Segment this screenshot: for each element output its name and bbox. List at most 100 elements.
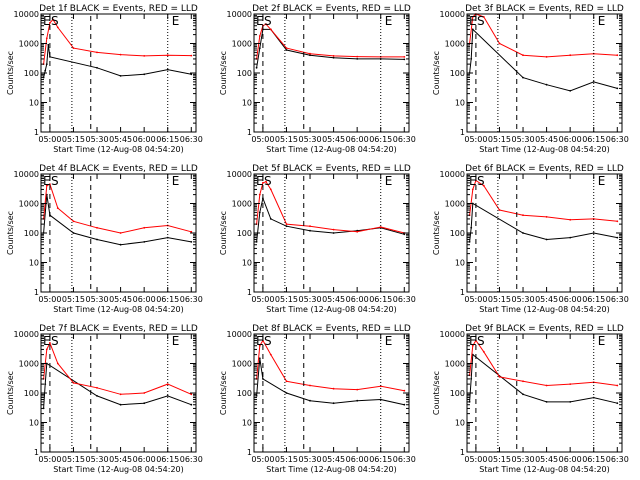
plot-frame — [253, 333, 410, 453]
x-tick-label: 05:45 — [322, 295, 345, 304]
region-marker: E — [256, 334, 264, 348]
lld-point — [45, 184, 48, 187]
lld-point — [285, 223, 288, 226]
x-tick-label: 06:30 — [393, 455, 416, 464]
region-marker: E — [43, 174, 51, 188]
region-marker: S — [51, 14, 59, 28]
events-point — [47, 43, 50, 46]
lld-point — [356, 55, 359, 58]
region-marker: E — [256, 174, 264, 188]
x-tick-label: 06:00 — [133, 135, 156, 144]
y-tick-label: 1 — [247, 448, 252, 457]
lld-point — [498, 376, 501, 378]
y-tick-label: 10 — [455, 99, 465, 108]
events-point — [403, 58, 406, 61]
events-point — [616, 87, 619, 90]
x-tick-label: 06:15 — [156, 295, 179, 304]
y-tick-label: 100 — [450, 229, 465, 238]
region-marker: E — [385, 14, 393, 28]
y-tick-label: 1 — [460, 288, 465, 297]
x-axis-label: Start Time (12-Aug-08 04:54:20) — [53, 305, 184, 314]
events-point — [119, 243, 122, 246]
lld-point — [356, 230, 359, 233]
panel-title: Det 7f BLACK = Events, RED = LLD — [39, 324, 198, 334]
lld-line — [43, 18, 192, 65]
events-point — [96, 395, 98, 397]
x-tick-label: 06:00 — [346, 135, 369, 144]
events-point — [258, 357, 261, 360]
x-tick-label: 05:30 — [85, 135, 108, 144]
lld-point — [471, 344, 474, 347]
events-point — [72, 232, 75, 234]
lld-point — [49, 183, 51, 186]
x-tick-label: 06:30 — [180, 455, 203, 464]
lld-line — [43, 183, 192, 234]
lld-line — [469, 339, 618, 387]
y-tick-label: 1 — [460, 128, 465, 137]
x-tick-label: 05:45 — [322, 135, 345, 144]
events-point — [44, 69, 47, 72]
lld-line — [256, 181, 405, 234]
x-tick-label: 05:15 — [62, 455, 85, 464]
events-point — [403, 403, 406, 406]
lld-point — [482, 350, 485, 353]
events-point — [269, 218, 272, 220]
lld-point — [72, 382, 75, 384]
lld-point — [190, 393, 193, 396]
x-tick-label: 05:15 — [62, 135, 85, 144]
lld-point — [265, 23, 267, 26]
y-tick-label: 10000 — [14, 170, 39, 179]
lld-line — [469, 13, 618, 58]
lld-point — [403, 389, 406, 392]
x-tick-label: 05:15 — [488, 455, 511, 464]
lld-point — [379, 226, 382, 228]
lld-point — [143, 226, 146, 229]
lld-point — [96, 386, 98, 389]
y-tick-label: 1000 — [445, 200, 465, 209]
x-tick-label: 06:15 — [369, 295, 392, 304]
y-axis-label: Counts/sec — [219, 211, 228, 255]
x-tick-label: 06:15 — [582, 135, 605, 144]
x-tick-label: 05:15 — [488, 295, 511, 304]
events-point — [143, 241, 146, 243]
region-marker: E — [598, 14, 606, 28]
x-tick-label: 05:00 — [251, 135, 274, 144]
lld-point — [56, 26, 59, 29]
lld-point — [96, 51, 98, 54]
events-point — [522, 232, 524, 234]
x-tick-label: 06:00 — [133, 455, 156, 464]
lld-point — [45, 348, 48, 351]
y-tick-label: 100 — [450, 389, 465, 398]
x-tick-label: 05:45 — [535, 295, 558, 304]
y-tick-label: 10000 — [227, 10, 252, 19]
events-point — [379, 398, 382, 401]
x-tick-label: 06:30 — [606, 135, 629, 144]
region-marker: S — [264, 334, 272, 348]
lld-point — [45, 37, 48, 40]
events-point — [190, 241, 193, 243]
events-point — [285, 49, 288, 51]
y-tick-label: 10 — [29, 259, 39, 268]
events-line — [256, 358, 405, 406]
events-line — [256, 196, 405, 242]
y-tick-label: 10000 — [14, 330, 39, 339]
events-point — [285, 225, 288, 228]
lld-point — [258, 344, 261, 347]
x-tick-label: 06:15 — [582, 455, 605, 464]
x-tick-label: 05:30 — [85, 455, 108, 464]
x-axis-label: Start Time (12-Aug-08 04:54:20) — [266, 145, 397, 154]
x-tick-label: 06:30 — [393, 295, 416, 304]
lld-point — [332, 387, 335, 390]
x-tick-label: 05:30 — [298, 295, 321, 304]
x-tick-label: 05:00 — [251, 455, 274, 464]
lld-point — [522, 214, 524, 217]
region-marker: E — [469, 174, 477, 188]
y-tick-label: 1000 — [232, 200, 252, 209]
lld-point — [258, 193, 261, 196]
y-tick-label: 1000 — [19, 40, 39, 49]
y-tick-label: 100 — [237, 389, 252, 398]
lld-line — [43, 341, 192, 395]
